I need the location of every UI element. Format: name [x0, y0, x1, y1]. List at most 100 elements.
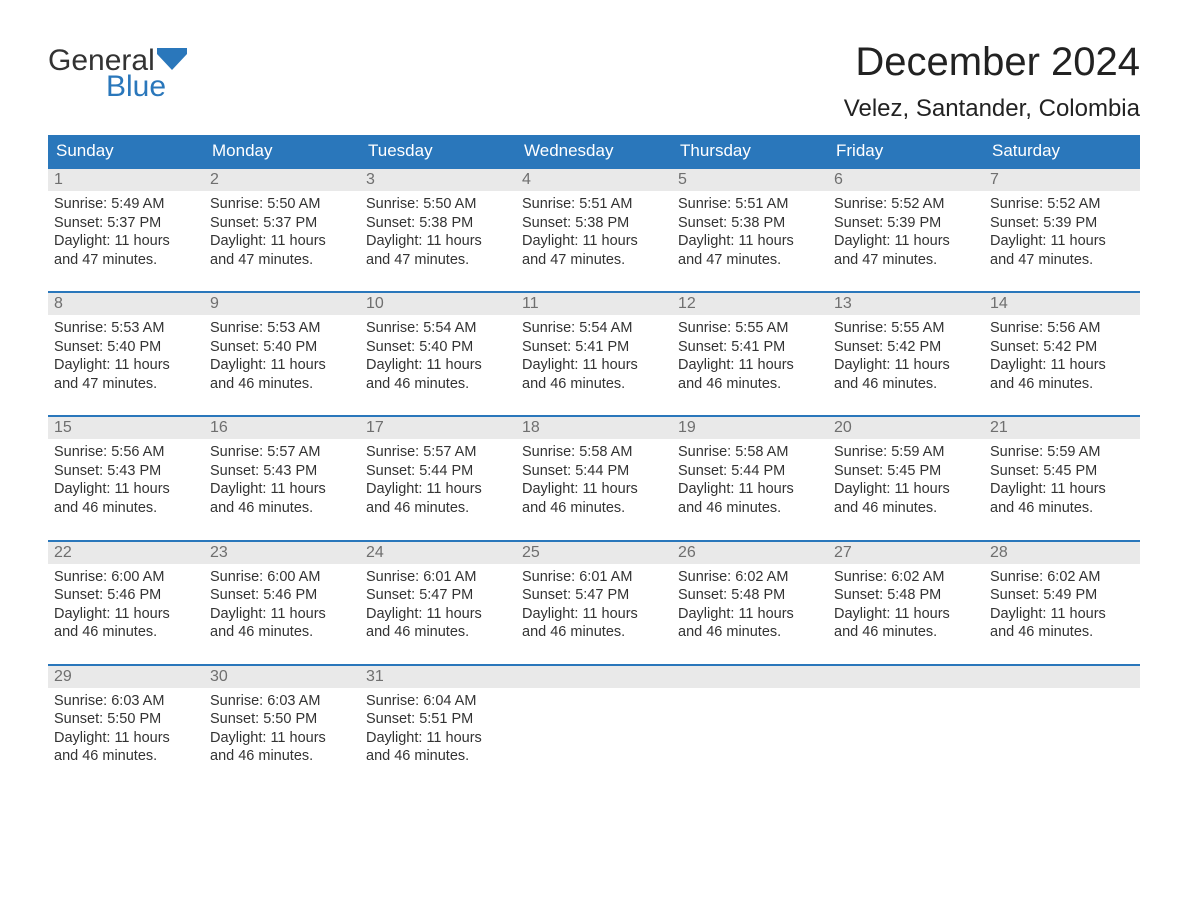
day-number: 9: [210, 295, 219, 312]
sunset-line: Sunset: 5:42 PM: [990, 338, 1134, 357]
daylight-line: Daylight: 11 hours and 46 minutes.: [834, 605, 978, 642]
sunset-line: Sunset: 5:41 PM: [678, 338, 822, 357]
day-cell: 1Sunrise: 5:49 AMSunset: 5:37 PMDaylight…: [48, 169, 204, 279]
sunset-line: Sunset: 5:40 PM: [210, 338, 354, 357]
day-body: Sunrise: 6:02 AMSunset: 5:48 PMDaylight:…: [672, 564, 828, 652]
daylight-line: Daylight: 11 hours and 46 minutes.: [54, 480, 198, 517]
day-number: 7: [990, 171, 999, 188]
day-number: 25: [522, 544, 540, 561]
day-number: 31: [366, 668, 384, 685]
sunrise-line: Sunrise: 6:02 AM: [834, 568, 978, 587]
day-number: 8: [54, 295, 63, 312]
sunrise-line: Sunrise: 6:04 AM: [366, 692, 510, 711]
day-number: 27: [834, 544, 852, 561]
sunset-line: Sunset: 5:50 PM: [210, 710, 354, 729]
day-body: Sunrise: 6:03 AMSunset: 5:50 PMDaylight:…: [204, 688, 360, 776]
sunset-line: Sunset: 5:45 PM: [834, 462, 978, 481]
sunrise-line: Sunrise: 5:58 AM: [522, 443, 666, 462]
daylight-line: Daylight: 11 hours and 46 minutes.: [990, 605, 1134, 642]
day-body: Sunrise: 5:55 AMSunset: 5:42 PMDaylight:…: [828, 315, 984, 403]
day-body: Sunrise: 5:50 AMSunset: 5:38 PMDaylight:…: [360, 191, 516, 279]
sunset-line: Sunset: 5:48 PM: [678, 586, 822, 605]
day-cell: 25Sunrise: 6:01 AMSunset: 5:47 PMDayligh…: [516, 542, 672, 652]
day-number: 22: [54, 544, 72, 561]
daylight-line: Daylight: 11 hours and 47 minutes.: [54, 232, 198, 269]
daylight-line: Daylight: 11 hours and 46 minutes.: [834, 356, 978, 393]
day-body: Sunrise: 5:54 AMSunset: 5:40 PMDaylight:…: [360, 315, 516, 403]
day-number: 11: [522, 295, 539, 312]
day-number: 19: [678, 419, 696, 436]
daylight-line: Daylight: 11 hours and 46 minutes.: [210, 729, 354, 766]
daylight-line: Daylight: 11 hours and 47 minutes.: [522, 232, 666, 269]
daylight-line: Daylight: 11 hours and 46 minutes.: [834, 480, 978, 517]
day-body: Sunrise: 5:54 AMSunset: 5:41 PMDaylight:…: [516, 315, 672, 403]
day-number: 26: [678, 544, 696, 561]
sunrise-line: Sunrise: 5:50 AM: [366, 195, 510, 214]
day-number-bar: .: [984, 666, 1140, 688]
sunset-line: Sunset: 5:51 PM: [366, 710, 510, 729]
day-number-bar: 14: [984, 293, 1140, 315]
day-body: Sunrise: 5:55 AMSunset: 5:41 PMDaylight:…: [672, 315, 828, 403]
day-header-cell: Wednesday: [516, 135, 672, 167]
day-number-bar: 29: [48, 666, 204, 688]
sunrise-line: Sunrise: 5:49 AM: [54, 195, 198, 214]
daylight-line: Daylight: 11 hours and 46 minutes.: [210, 356, 354, 393]
day-body: Sunrise: 5:58 AMSunset: 5:44 PMDaylight:…: [672, 439, 828, 527]
week-row: 29Sunrise: 6:03 AMSunset: 5:50 PMDayligh…: [48, 664, 1140, 776]
sunset-line: Sunset: 5:38 PM: [522, 214, 666, 233]
day-body: Sunrise: 5:58 AMSunset: 5:44 PMDaylight:…: [516, 439, 672, 527]
daylight-line: Daylight: 11 hours and 46 minutes.: [366, 480, 510, 517]
day-number-bar: 28: [984, 542, 1140, 564]
day-cell: 23Sunrise: 6:00 AMSunset: 5:46 PMDayligh…: [204, 542, 360, 652]
title-block: December 2024 Velez, Santander, Colombia: [844, 40, 1140, 123]
day-cell: 17Sunrise: 5:57 AMSunset: 5:44 PMDayligh…: [360, 417, 516, 527]
day-cell: 16Sunrise: 5:57 AMSunset: 5:43 PMDayligh…: [204, 417, 360, 527]
week-row: 8 Sunrise: 5:53 AMSunset: 5:40 PMDaylight…: [48, 291, 1140, 403]
day-cell: 29Sunrise: 6:03 AMSunset: 5:50 PMDayligh…: [48, 666, 204, 776]
logo-text-blue: Blue: [106, 70, 166, 104]
day-body: Sunrise: 6:00 AMSunset: 5:46 PMDaylight:…: [204, 564, 360, 652]
location-subtitle: Velez, Santander, Colombia: [844, 95, 1140, 123]
day-cell: 7 Sunrise: 5:52 AMSunset: 5:39 PMDaylight…: [984, 169, 1140, 279]
day-number: 24: [366, 544, 384, 561]
daylight-line: Daylight: 11 hours and 46 minutes.: [990, 480, 1134, 517]
day-body: Sunrise: 6:02 AMSunset: 5:49 PMDaylight:…: [984, 564, 1140, 652]
day-number-bar: 2: [204, 169, 360, 191]
day-number-bar: 30: [204, 666, 360, 688]
day-body: Sunrise: 5:52 AMSunset: 5:39 PMDaylight:…: [984, 191, 1140, 279]
sunrise-line: Sunrise: 5:56 AM: [990, 319, 1134, 338]
weeks-container: 1Sunrise: 5:49 AMSunset: 5:37 PMDaylight…: [48, 167, 1140, 776]
day-cell: 15 Sunrise: 5:56 AMSunset: 5:43 PMDayligh…: [48, 417, 204, 527]
sunrise-line: Sunrise: 5:51 AM: [522, 195, 666, 214]
day-body: Sunrise: 5:56 AMSunset: 5:42 PMDaylight:…: [984, 315, 1140, 403]
day-number: 15: [54, 419, 72, 436]
day-body: Sunrise: 6:02 AMSunset: 5:48 PMDaylight:…: [828, 564, 984, 652]
day-number-bar: .: [828, 666, 984, 688]
day-number-bar: 22: [48, 542, 204, 564]
day-number-bar: 26: [672, 542, 828, 564]
day-number: 6: [834, 171, 843, 188]
sunrise-line: Sunrise: 5:54 AM: [366, 319, 510, 338]
week-row: 15 Sunrise: 5:56 AMSunset: 5:43 PMDayligh…: [48, 415, 1140, 527]
sunset-line: Sunset: 5:46 PM: [210, 586, 354, 605]
day-cell: 10Sunrise: 5:54 AMSunset: 5:40 PMDayligh…: [360, 293, 516, 403]
day-number-bar: 5: [672, 169, 828, 191]
day-cell: 19 Sunrise: 5:58 AMSunset: 5:44 PMDayligh…: [672, 417, 828, 527]
day-cell: .: [984, 666, 1140, 776]
day-number-bar: 15: [48, 417, 204, 439]
day-cell: 27 Sunrise: 6:02 AMSunset: 5:48 PMDayligh…: [828, 542, 984, 652]
day-cell: 22Sunrise: 6:00 AMSunset: 5:46 PMDayligh…: [48, 542, 204, 652]
day-number: 5: [678, 171, 687, 188]
day-number-bar: 12: [672, 293, 828, 315]
day-number-bar: 18: [516, 417, 672, 439]
day-number: 20: [834, 419, 852, 436]
day-body: Sunrise: 5:53 AMSunset: 5:40 PMDaylight:…: [48, 315, 204, 403]
day-cell: 9Sunrise: 5:53 AMSunset: 5:40 PMDaylight…: [204, 293, 360, 403]
day-body: Sunrise: 6:01 AMSunset: 5:47 PMDaylight:…: [360, 564, 516, 652]
day-number-bar: 9: [204, 293, 360, 315]
sunset-line: Sunset: 5:44 PM: [522, 462, 666, 481]
day-number-bar: 16: [204, 417, 360, 439]
sunset-line: Sunset: 5:39 PM: [834, 214, 978, 233]
sunset-line: Sunset: 5:47 PM: [366, 586, 510, 605]
day-body: Sunrise: 5:56 AMSunset: 5:43 PMDaylight:…: [48, 439, 204, 527]
